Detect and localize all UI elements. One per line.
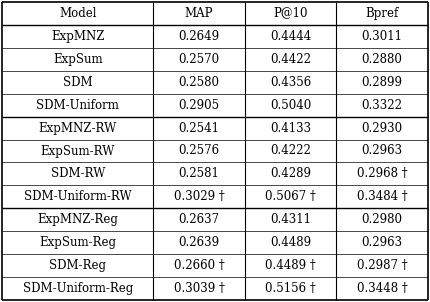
Text: 0.2880: 0.2880 <box>362 53 402 66</box>
Text: 0.2576: 0.2576 <box>178 144 220 158</box>
Text: 0.2930: 0.2930 <box>362 121 402 134</box>
Text: 0.2987 †: 0.2987 † <box>357 259 407 272</box>
Text: 0.2899: 0.2899 <box>362 76 402 88</box>
Text: P@10: P@10 <box>273 7 308 20</box>
Text: 0.2963: 0.2963 <box>362 236 402 249</box>
Text: ExpSum: ExpSum <box>53 53 102 66</box>
Text: 0.4356: 0.4356 <box>270 76 311 88</box>
Text: 0.4311: 0.4311 <box>270 214 311 226</box>
Text: 0.2649: 0.2649 <box>178 30 220 43</box>
Text: SDM-Reg: SDM-Reg <box>49 259 106 272</box>
Text: ExpMNZ: ExpMNZ <box>51 30 104 43</box>
Text: MAP: MAP <box>185 7 213 20</box>
Text: 0.3322: 0.3322 <box>362 98 402 111</box>
Text: SDM-Uniform: SDM-Uniform <box>36 98 119 111</box>
Text: 0.2637: 0.2637 <box>178 214 220 226</box>
Text: ExpMNZ-Reg: ExpMNZ-Reg <box>37 214 118 226</box>
Text: 0.4489 †: 0.4489 † <box>265 259 316 272</box>
Text: 0.3484 †: 0.3484 † <box>357 191 408 204</box>
Text: Model: Model <box>59 7 96 20</box>
Text: 0.2660 †: 0.2660 † <box>174 259 224 272</box>
Text: 0.3011: 0.3011 <box>362 30 402 43</box>
Text: SDM-RW: SDM-RW <box>50 168 105 181</box>
Text: 0.2581: 0.2581 <box>178 168 219 181</box>
Text: 0.2963: 0.2963 <box>362 144 402 158</box>
Text: 0.3039 †: 0.3039 † <box>174 282 224 295</box>
Text: 0.5040: 0.5040 <box>270 98 311 111</box>
Text: 0.2541: 0.2541 <box>178 121 220 134</box>
Text: 0.2580: 0.2580 <box>178 76 220 88</box>
Text: 0.4489: 0.4489 <box>270 236 311 249</box>
Text: 0.2570: 0.2570 <box>178 53 220 66</box>
Text: 0.4133: 0.4133 <box>270 121 311 134</box>
Text: 0.5067 †: 0.5067 † <box>265 191 316 204</box>
Text: SDM-Uniform-Reg: SDM-Uniform-Reg <box>23 282 133 295</box>
Text: ExpSum-Reg: ExpSum-Reg <box>39 236 116 249</box>
Text: 0.5156 †: 0.5156 † <box>265 282 316 295</box>
Text: 0.4222: 0.4222 <box>270 144 311 158</box>
Text: SDM-Uniform-RW: SDM-Uniform-RW <box>24 191 132 204</box>
Text: 0.4289: 0.4289 <box>270 168 311 181</box>
Text: Bpref: Bpref <box>366 7 399 20</box>
Text: ExpSum-RW: ExpSum-RW <box>40 144 115 158</box>
Text: 0.2980: 0.2980 <box>362 214 402 226</box>
Text: SDM: SDM <box>63 76 92 88</box>
Text: 0.3448 †: 0.3448 † <box>357 282 408 295</box>
Text: 0.4422: 0.4422 <box>270 53 311 66</box>
Text: 0.3029 †: 0.3029 † <box>174 191 224 204</box>
Text: 0.2905: 0.2905 <box>178 98 220 111</box>
Text: 0.4444: 0.4444 <box>270 30 311 43</box>
Text: ExpMNZ-RW: ExpMNZ-RW <box>39 121 117 134</box>
Text: 0.2639: 0.2639 <box>178 236 220 249</box>
Text: 0.2968 †: 0.2968 † <box>357 168 407 181</box>
